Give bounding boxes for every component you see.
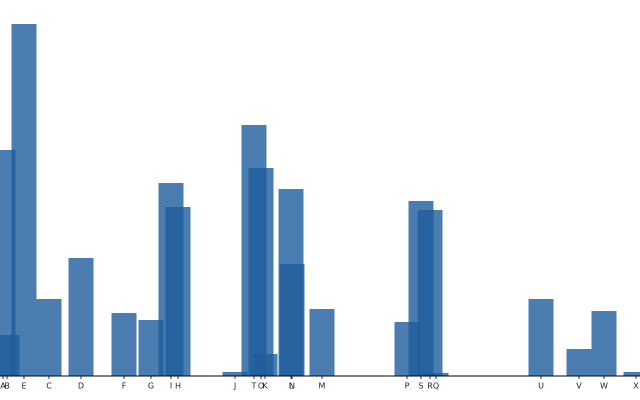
x-tick-label: I [170,382,172,391]
x-tick-label: C [46,382,52,391]
x-tick-label: E [21,382,26,391]
x-tick-label: F [122,382,127,391]
bar [36,299,62,376]
bar [309,309,335,376]
x-tick-label: M [319,382,326,391]
bar [417,210,443,376]
bar [68,258,94,376]
x-tick-label: D [78,382,84,391]
x-tick-label: U [538,382,544,391]
bar [279,264,305,376]
x-tick-label: Q [433,382,439,391]
bar [566,349,592,376]
bar [423,373,449,376]
x-tick-label: N [289,382,295,391]
bar [252,354,278,376]
x-tick-label: G [148,382,154,391]
bar [165,207,191,376]
x-tick-label: R [427,382,433,391]
x-tick-label: T [251,382,257,391]
x-tick-label: V [576,382,582,391]
bar [11,24,37,376]
x-tick-label: S [418,382,423,391]
bar [623,372,640,376]
x-tick-label: W [600,382,608,391]
x-tick-label: O [258,382,264,391]
bar [222,372,248,376]
x-tick-label: K [262,382,268,391]
x-tick-label: B [4,382,10,391]
bar [591,311,617,376]
x-tick-label: L [289,382,294,391]
x-tick-label: H [175,382,181,391]
x-tick-label: A [0,382,6,391]
x-tick-label: X [633,382,639,391]
x-tick-label: J [233,382,236,391]
bar [111,313,137,376]
bar [528,299,554,376]
x-tick-label: P [405,382,410,391]
bar [248,168,274,376]
